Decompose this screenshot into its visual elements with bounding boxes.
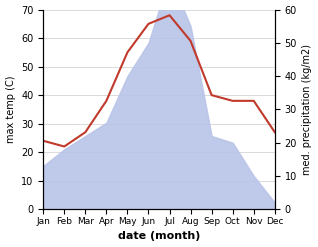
Y-axis label: max temp (C): max temp (C) (5, 76, 16, 143)
Y-axis label: med. precipitation (kg/m2): med. precipitation (kg/m2) (302, 44, 313, 175)
X-axis label: date (month): date (month) (118, 231, 200, 242)
